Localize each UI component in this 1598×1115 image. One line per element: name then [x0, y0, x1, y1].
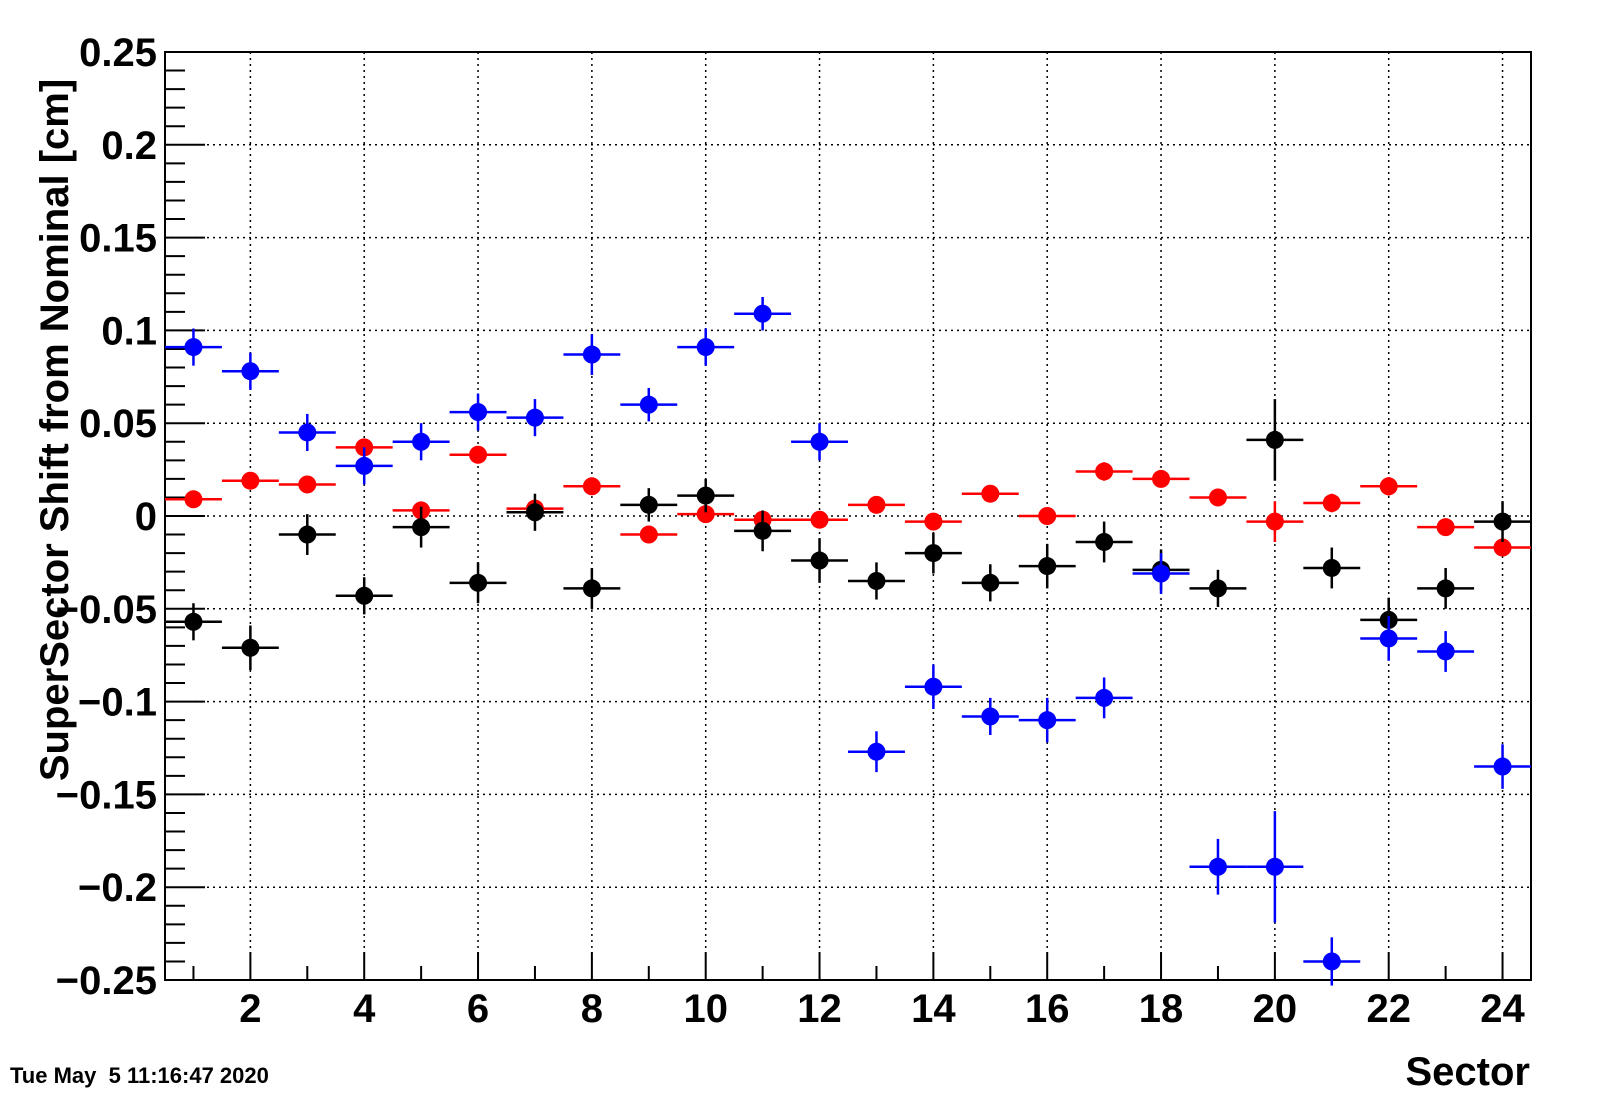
- data-point: [1095, 462, 1114, 481]
- data-point: [1095, 688, 1114, 707]
- data-point: [1095, 532, 1114, 551]
- y-tick-label: −0.15: [56, 773, 157, 817]
- x-tick-label: 22: [1366, 987, 1411, 1031]
- data-point: [298, 423, 317, 442]
- data-point: [867, 571, 886, 590]
- data-point: [355, 456, 374, 475]
- y-tick-label: −0.05: [56, 588, 157, 632]
- data-point: [924, 544, 943, 563]
- data-point: [867, 495, 886, 514]
- data-point: [1436, 518, 1455, 537]
- y-tick-label: 0.25: [79, 31, 157, 75]
- data-point: [753, 521, 772, 540]
- y-tick-labels: −0.25 −0.2 −0.15 −0.1 −0.05 0 0.05 0.1 0.15 0.2 0.…: [56, 31, 157, 1003]
- data-point: [1038, 711, 1057, 730]
- data-point: [696, 338, 715, 357]
- data-point: [469, 573, 488, 592]
- data-point: [1493, 757, 1512, 776]
- x-tick-label: 6: [467, 987, 489, 1031]
- data-point: [981, 484, 1000, 503]
- data-point: [810, 510, 829, 529]
- data-point: [1152, 469, 1171, 488]
- series-2: [165, 296, 1531, 986]
- y-tick-label: 0: [135, 495, 157, 539]
- data-point: [753, 304, 772, 323]
- data-point: [241, 471, 260, 490]
- data-point: [1152, 564, 1171, 583]
- data-point: [867, 742, 886, 761]
- x-tick-label: 12: [797, 987, 842, 1031]
- y-tick-label: −0.1: [78, 681, 157, 725]
- data-point: [1208, 579, 1227, 598]
- data-point: [1038, 557, 1057, 576]
- data-point: [298, 475, 317, 494]
- y-tick-label: 0.2: [101, 124, 157, 168]
- x-tick-label: 18: [1139, 987, 1184, 1031]
- data-point: [981, 573, 1000, 592]
- data-point: [241, 362, 260, 381]
- plot-frame: [164, 51, 1532, 981]
- data-point: [412, 518, 431, 537]
- y-tick-label: 0.05: [79, 402, 157, 446]
- x-tick-label: 8: [581, 987, 603, 1031]
- data-point: [924, 512, 943, 531]
- y-axis-title: SuperSector Shift from Nominal [cm]: [33, 79, 77, 781]
- data-point: [184, 490, 203, 509]
- x-tick-label: 4: [353, 987, 376, 1031]
- timestamp: Tue May 5 11:16:47 2020: [10, 1063, 269, 1088]
- data-point: [1208, 857, 1227, 876]
- y-tick-label: 0.1: [101, 309, 157, 353]
- data-point: [469, 403, 488, 422]
- data-point: [469, 445, 488, 464]
- data-point: [412, 432, 431, 451]
- data-point: [639, 495, 658, 514]
- data-point: [1265, 857, 1284, 876]
- data-point: [696, 486, 715, 505]
- data-point: [1379, 629, 1398, 648]
- y-tick-label: −0.2: [78, 866, 157, 910]
- x-tick-label: 10: [683, 987, 728, 1031]
- data-point: [639, 395, 658, 414]
- data-point: [1265, 512, 1284, 531]
- data-point: [1265, 430, 1284, 449]
- data-point: [184, 612, 203, 631]
- data-point: [1038, 507, 1057, 525]
- x-tick-label: 24: [1480, 987, 1525, 1031]
- data-point: [1208, 488, 1227, 507]
- data-point: [639, 525, 658, 544]
- x-axis-title: Sector: [1406, 1050, 1531, 1094]
- data-point: [582, 345, 601, 364]
- x-tick-label: 14: [911, 987, 956, 1031]
- y-tick-label: 0.15: [79, 217, 157, 261]
- data-point: [1322, 952, 1341, 971]
- data-point: [355, 586, 374, 605]
- x-tick-labels: 2 4 6 8 10 12 14 16 18 20 22 24: [239, 987, 1525, 1031]
- data-points: [165, 296, 1531, 986]
- x-tick-label: 20: [1253, 987, 1298, 1031]
- data-point: [1493, 512, 1512, 531]
- data-point: [582, 579, 601, 598]
- x-tick-label: 2: [239, 987, 261, 1031]
- data-point: [525, 408, 544, 427]
- x-tick-label: 16: [1025, 987, 1070, 1031]
- data-point: [1379, 477, 1398, 496]
- data-point: [582, 477, 601, 496]
- data-point: [184, 338, 203, 357]
- data-point: [1436, 642, 1455, 661]
- data-point: [1322, 494, 1341, 513]
- data-point: [1436, 579, 1455, 598]
- data-point: [1493, 538, 1512, 557]
- data-point: [241, 638, 260, 657]
- data-point: [298, 525, 317, 544]
- data-point: [981, 707, 1000, 726]
- data-point: [810, 551, 829, 570]
- data-point: [1322, 558, 1341, 577]
- data-point: [810, 432, 829, 451]
- data-point: [924, 677, 943, 696]
- data-point: [696, 505, 715, 524]
- data-point: [525, 503, 544, 522]
- y-tick-label: −0.25: [56, 959, 157, 1003]
